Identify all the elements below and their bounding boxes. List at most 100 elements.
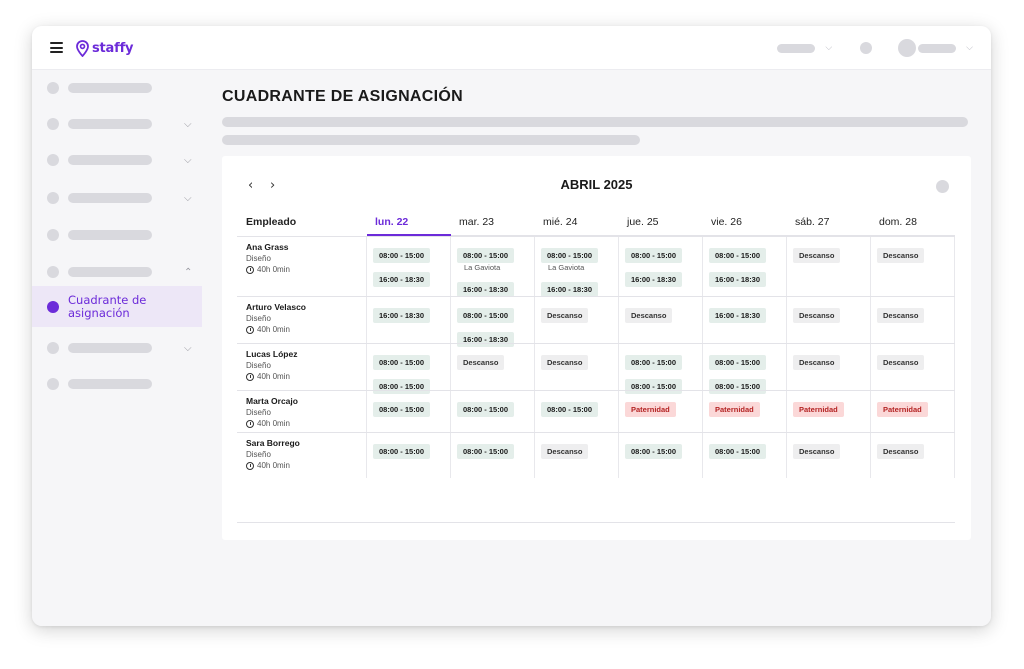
shift-chip[interactable]: 08:00 - 15:00 <box>457 402 515 417</box>
schedule-cell[interactable]: 08:00 - 15:00 <box>373 397 447 421</box>
schedule-cell[interactable]: Descanso <box>793 439 867 463</box>
shift-chip[interactable]: 08:00 - 15:00 <box>457 308 515 323</box>
shift-chip[interactable]: 16:00 - 18:30 <box>625 272 683 287</box>
sidebar-item-2[interactable]: ⌵ <box>32 109 202 139</box>
schedule-cell[interactable]: Descanso <box>457 350 531 374</box>
notification-icon[interactable] <box>860 42 873 54</box>
day-header[interactable]: jue. 25 <box>619 208 703 236</box>
schedule-cell[interactable]: 08:00 - 15:00 <box>457 439 531 463</box>
employee-info[interactable]: Arturo Velasco Diseño 40h 0min <box>246 302 306 334</box>
schedule-cell[interactable]: Descanso <box>793 303 867 327</box>
shift-chip[interactable]: 08:00 - 15:00 <box>625 248 683 263</box>
day-header[interactable]: mié. 24 <box>535 208 619 236</box>
sidebar-item-6[interactable]: ⌃ <box>32 257 202 287</box>
sidebar-item-1[interactable] <box>32 73 202 103</box>
chevron-right-icon[interactable]: › <box>270 178 276 193</box>
chevron-down-icon[interactable]: ⌵ <box>825 43 833 53</box>
location-selector[interactable] <box>777 43 816 53</box>
shift-chip[interactable]: 08:00 - 15:00 <box>709 355 767 370</box>
rest-badge[interactable]: Descanso <box>793 308 841 323</box>
sidebar-item-8[interactable]: ⌵ <box>32 333 202 363</box>
shift-chip[interactable]: 08:00 - 15:00 <box>625 355 683 370</box>
shift-chip[interactable]: 16:00 - 18:30 <box>373 272 431 287</box>
shift-chip[interactable]: 08:00 - 15:00 <box>457 444 515 459</box>
schedule-cell[interactable]: 08:00 - 15:00 La Gaviota 16:00 - 18:30 <box>541 243 615 301</box>
schedule-cell[interactable]: 08:00 - 15:00 <box>625 439 699 463</box>
schedule-cell[interactable]: Paternidad <box>793 397 867 421</box>
leave-badge[interactable]: Paternidad <box>877 402 928 417</box>
shift-chip[interactable]: 08:00 - 15:00 <box>541 248 599 263</box>
sidebar-item-9[interactable] <box>32 369 202 399</box>
schedule-cell[interactable]: Descanso <box>877 243 951 267</box>
schedule-cell[interactable]: Descanso <box>541 303 615 327</box>
schedule-cell[interactable]: 08:00 - 15:00 16:00 - 18:30 <box>709 243 783 291</box>
sidebar-item-4[interactable]: ⌵ <box>32 183 202 213</box>
schedule-cell[interactable]: 08:00 - 15:00 <box>709 439 783 463</box>
shift-chip[interactable]: 16:00 - 18:30 <box>457 282 515 297</box>
rest-badge[interactable]: Descanso <box>793 355 841 370</box>
sidebar-item-cuadrante[interactable]: Cuadrante de asignación <box>32 286 202 327</box>
schedule-cell[interactable]: 08:00 - 15:00 16:00 - 18:30 <box>373 243 447 291</box>
schedule-cell[interactable]: Descanso <box>793 243 867 267</box>
sidebar-item-5[interactable] <box>32 220 202 250</box>
schedule-cell[interactable]: Descanso <box>877 439 951 463</box>
rest-badge[interactable]: Descanso <box>877 355 925 370</box>
leave-badge[interactable]: Paternidad <box>793 402 844 417</box>
chevron-left-icon[interactable]: ‹ <box>248 178 254 193</box>
day-header[interactable]: vie. 26 <box>703 208 787 236</box>
leave-badge[interactable]: Paternidad <box>709 402 760 417</box>
rest-badge[interactable]: Descanso <box>457 355 505 370</box>
shift-chip[interactable]: 08:00 - 15:00 <box>373 248 431 263</box>
leave-badge[interactable]: Paternidad <box>625 402 676 417</box>
menu-icon[interactable] <box>50 42 63 53</box>
shift-chip[interactable]: 08:00 - 15:00 <box>457 248 515 263</box>
shift-chip[interactable]: 08:00 - 15:00 <box>709 248 767 263</box>
schedule-cell[interactable]: 08:00 - 15:00 08:00 - 15:00 <box>373 350 447 398</box>
employee-info[interactable]: Marta Orcajo Diseño 40h 0min <box>246 396 298 428</box>
employee-info[interactable]: Lucas López Diseño 40h 0min <box>246 349 297 381</box>
employee-info[interactable]: Sara Borrego Diseño 40h 0min <box>246 438 300 470</box>
schedule-cell[interactable]: Paternidad <box>709 397 783 421</box>
schedule-cell[interactable]: Descanso <box>541 350 615 374</box>
day-header[interactable]: dom. 28 <box>871 208 955 236</box>
schedule-cell[interactable]: Descanso <box>793 350 867 374</box>
shift-chip[interactable]: 08:00 - 15:00 <box>373 379 431 394</box>
shift-chip[interactable]: 08:00 - 15:00 <box>709 444 767 459</box>
shift-chip[interactable]: 08:00 - 15:00 <box>373 444 431 459</box>
shift-chip[interactable]: 08:00 - 15:00 <box>541 402 599 417</box>
rest-badge[interactable]: Descanso <box>877 248 925 263</box>
shift-chip[interactable]: 16:00 - 18:30 <box>709 272 767 287</box>
logo[interactable]: staffy <box>76 36 134 60</box>
shift-chip[interactable]: 08:00 - 15:00 <box>373 355 431 370</box>
schedule-cell[interactable]: 08:00 - 15:00 La Gaviota 16:00 - 18:30 <box>457 243 531 301</box>
shift-chip[interactable]: 16:00 - 18:30 <box>709 308 767 323</box>
chevron-down-icon[interactable]: ⌵ <box>966 43 973 53</box>
rest-badge[interactable]: Descanso <box>625 308 673 323</box>
schedule-cell[interactable]: Descanso <box>541 439 615 463</box>
user-name-placeholder[interactable] <box>918 43 957 53</box>
schedule-cell[interactable]: Descanso <box>877 350 951 374</box>
avatar[interactable] <box>898 39 917 57</box>
day-header[interactable]: mar. 23 <box>451 208 535 236</box>
schedule-cell[interactable]: Descanso <box>877 303 951 327</box>
shift-chip[interactable]: 16:00 - 18:30 <box>541 282 599 297</box>
schedule-cell[interactable]: 16:00 - 18:30 <box>709 303 783 327</box>
rest-badge[interactable]: Descanso <box>541 355 589 370</box>
schedule-cell[interactable]: Paternidad <box>877 397 951 421</box>
schedule-cell[interactable]: 16:00 - 18:30 <box>373 303 447 327</box>
rest-badge[interactable]: Descanso <box>541 444 589 459</box>
day-header[interactable]: sáb. 27 <box>787 208 871 236</box>
employee-info[interactable]: Ana Grass Diseño 40h 0min <box>246 242 290 274</box>
schedule-cell[interactable]: 08:00 - 15:00 <box>373 439 447 463</box>
options-icon[interactable] <box>936 180 949 193</box>
rest-badge[interactable]: Descanso <box>877 444 925 459</box>
sidebar-item-3[interactable]: ⌵ <box>32 145 202 175</box>
rest-badge[interactable]: Descanso <box>793 444 841 459</box>
rest-badge[interactable]: Descanso <box>541 308 589 323</box>
schedule-cell[interactable]: 08:00 - 15:00 <box>541 397 615 421</box>
day-header[interactable]: lun. 22 <box>367 208 451 236</box>
shift-chip[interactable]: 16:00 - 18:30 <box>457 332 515 347</box>
shift-chip[interactable]: 08:00 - 15:00 <box>625 444 683 459</box>
schedule-cell[interactable]: 08:00 - 15:00 <box>457 397 531 421</box>
schedule-cell[interactable]: Paternidad <box>625 397 699 421</box>
